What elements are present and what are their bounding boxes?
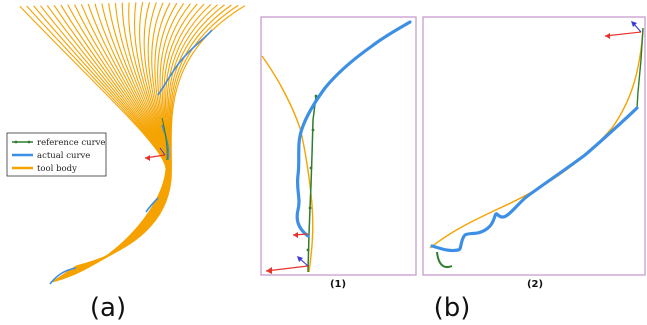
panel-a: reference curve actual curve tool body (… <box>6 1 246 323</box>
reference-curve-a <box>161 117 168 161</box>
legend-label-tool: tool body <box>37 164 77 174</box>
legend-label-reference: reference curve <box>37 138 105 148</box>
panel-b1-frame <box>260 16 417 276</box>
actual-curve-mid <box>161 124 170 161</box>
actual-curve-b2 <box>430 106 639 253</box>
actual-curve-b1 <box>295 20 412 238</box>
actual-curve-low <box>145 197 159 213</box>
sub-label-2: (2) <box>527 279 543 290</box>
panel-b2: (2) <box>422 16 646 290</box>
reference-curve-b2-tail <box>436 251 453 268</box>
legend: reference curve actual curve tool body <box>6 132 107 177</box>
reference-curve-b1 <box>307 95 317 273</box>
reference-curve-b2 <box>636 27 644 109</box>
actual-curve-top <box>157 29 213 96</box>
legend-label-actual: actual curve <box>37 151 90 161</box>
panel-b2-frame <box>422 16 646 276</box>
frame-arrows-a <box>144 147 166 161</box>
tool-body-curve <box>75 5 246 267</box>
reference-points-b1 <box>306 94 318 252</box>
panel-b1: (1) <box>260 16 417 290</box>
frame-arrows-b2 <box>604 21 642 39</box>
tool-body-b1 <box>261 55 314 273</box>
panel-a-label: (a) <box>90 293 126 323</box>
tool-body-b2 <box>429 29 644 249</box>
frame-arrows-b1 <box>265 232 309 274</box>
actual-curve-base <box>49 267 77 285</box>
panel-b-label: (b) <box>434 293 471 323</box>
tool-body-fan <box>19 1 246 283</box>
sub-label-1: (1) <box>330 279 346 290</box>
